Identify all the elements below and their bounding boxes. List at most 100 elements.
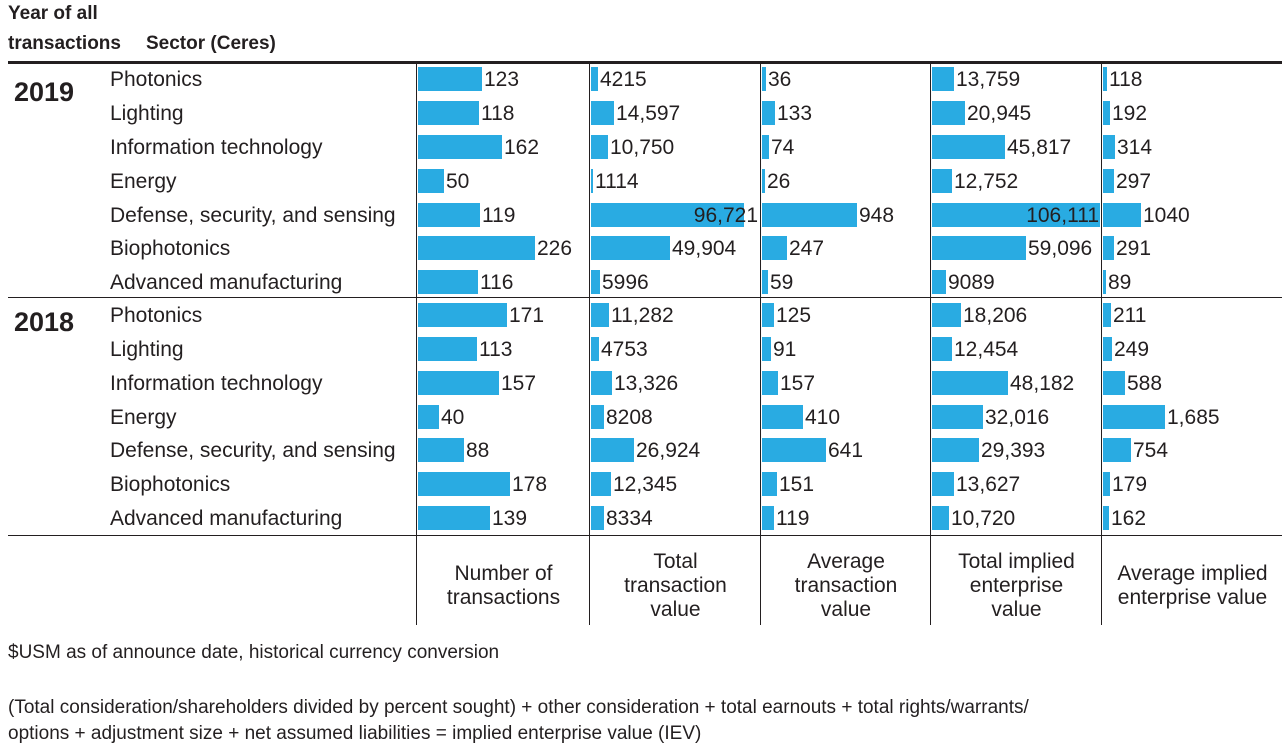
bar-2019-c3-r7	[762, 270, 768, 294]
bar-2018-c3-r3	[762, 371, 778, 395]
bar-2019-c4-r2	[932, 101, 965, 125]
sector-label-2018-5: Defense, security, and sensing	[110, 439, 396, 462]
sector-label-2018-2: Lighting	[110, 338, 184, 361]
bar-2018-c5-r2	[1103, 337, 1112, 361]
bar-2018-c4-r2	[932, 337, 952, 361]
sector-label-2019-2: Lighting	[110, 102, 184, 125]
value-label-2019-c5-r6: 291	[1116, 237, 1152, 260]
bar-2019-c2-r3	[591, 135, 608, 159]
bar-2019-c4-r1	[932, 67, 954, 91]
column-header-3: Average transaction value	[762, 550, 930, 622]
sector-label-2019-7: Advanced manufacturing	[110, 271, 343, 294]
bar-2018-c4-r5	[932, 438, 979, 462]
bar-2019-c5-r7	[1103, 270, 1106, 294]
value-label-2019-c2-r4: 1114	[595, 170, 639, 193]
bar-2019-c5-r2	[1103, 101, 1110, 125]
value-label-2018-c2-r6: 12,345	[613, 473, 678, 496]
column-header-text-5: Average implied enterprise value	[1117, 562, 1268, 609]
column-header-5: Average implied enterprise value	[1103, 550, 1282, 622]
bar-2018-c3-r4	[762, 405, 803, 429]
bar-2018-c3-r1	[762, 303, 774, 327]
value-label-2019-c3-r1: 36	[768, 68, 792, 91]
value-label-2019-c4-r1: 13,759	[956, 68, 1021, 91]
value-label-2018-c2-r3: 13,326	[614, 372, 679, 395]
value-label-2019-c3-r2: 133	[777, 102, 813, 125]
sector-label-2018-4: Energy	[110, 406, 177, 429]
value-label-2019-c3-r7: 59	[770, 271, 794, 294]
bar-2019-c2-r1	[591, 67, 598, 91]
bar-2019-c4-r6	[932, 236, 1026, 260]
value-label-2018-c3-r1: 125	[776, 304, 812, 327]
table-bottom-rule	[8, 535, 1282, 536]
value-label-2018-c2-r2: 4753	[601, 338, 648, 361]
bar-2018-c2-r7	[591, 506, 604, 530]
bar-2019-c1-r5	[418, 203, 480, 227]
header-year-line2: transactions	[8, 33, 121, 54]
bar-2018-c5-r3	[1103, 371, 1125, 395]
value-label-2019-c4-r7: 9089	[948, 271, 995, 294]
bar-2018-c3-r7	[762, 506, 774, 530]
value-label-2018-c1-r3: 157	[501, 372, 537, 395]
bar-2019-c1-r1	[418, 67, 482, 91]
bar-2019-c1-r2	[418, 101, 479, 125]
value-label-2018-c1-r1: 171	[509, 304, 545, 327]
bar-2018-c3-r5	[762, 438, 826, 462]
bar-2019-c5-r1	[1103, 67, 1107, 91]
value-label-2018-c1-r5: 88	[466, 439, 490, 462]
bar-2019-c2-r6	[591, 236, 670, 260]
value-label-2019-c2-r1: 4215	[600, 68, 647, 91]
value-label-2019-c5-r7: 89	[1108, 271, 1132, 294]
column-divider-5	[1101, 64, 1102, 625]
value-label-2019-c1-r7: 116	[480, 271, 514, 294]
sector-label-2018-3: Information technology	[110, 372, 323, 395]
bar-2019-c3-r6	[762, 236, 787, 260]
value-label-2019-c4-r6: 59,096	[1028, 237, 1093, 260]
bar-2019-c5-r5	[1103, 203, 1141, 227]
value-label-2018-c3-r3: 157	[780, 372, 816, 395]
value-label-2018-c4-r6: 13,627	[956, 473, 1021, 496]
value-label-2018-c5-r5: 754	[1133, 439, 1169, 462]
value-label-2018-c1-r7: 139	[492, 507, 528, 530]
column-header-4: Total implied enterprise value	[932, 550, 1101, 622]
bar-2018-c4-r7	[932, 506, 949, 530]
value-label-2019-c2-r7: 5996	[602, 271, 649, 294]
value-label-2019-c5-r1: 118	[1109, 68, 1143, 91]
bar-2019-c3-r2	[762, 101, 775, 125]
value-label-2019-c3-r6: 247	[789, 237, 825, 260]
bar-2019-c3-r4	[762, 169, 765, 193]
value-label-2018-c2-r5: 26,924	[636, 439, 701, 462]
value-label-2019-c5-r2: 192	[1112, 102, 1148, 125]
value-label-2018-c4-r1: 18,206	[963, 304, 1028, 327]
value-label-2018-c2-r7: 8334	[606, 507, 653, 530]
bar-2018-c4-r4	[932, 405, 983, 429]
value-label-2019-c4-r5: 106,111	[1026, 204, 1099, 227]
value-label-2019-c1-r1: 123	[484, 68, 520, 91]
value-label-2019-c5-r5: 1040	[1143, 204, 1190, 227]
value-label-2018-c4-r7: 10,720	[951, 507, 1016, 530]
bar-2018-c1-r2	[418, 337, 477, 361]
value-label-2019-c4-r3: 45,817	[1007, 136, 1072, 159]
value-label-2019-c4-r4: 12,752	[954, 170, 1019, 193]
value-label-2018-c4-r4: 32,016	[985, 406, 1050, 429]
value-label-2018-c2-r4: 8208	[606, 406, 653, 429]
column-divider-4	[930, 64, 931, 625]
value-label-2019-c3-r4: 26	[767, 170, 791, 193]
value-label-2018-c4-r2: 12,454	[954, 338, 1019, 361]
value-label-2018-c5-r1: 211	[1113, 304, 1147, 327]
currency-note: $USM as of announce date, historical cur…	[8, 642, 500, 663]
bar-2019-c4-r7	[932, 270, 946, 294]
column-header-text-2: Total transaction value	[624, 550, 727, 621]
value-label-2018-c3-r6: 151	[779, 473, 815, 496]
bar-2018-c1-r7	[418, 506, 490, 530]
bar-2018-c3-r6	[762, 472, 777, 496]
year-label-2019: 2019	[14, 77, 75, 107]
formula-note-line2: options + adjustment size + net assumed …	[8, 723, 702, 744]
bar-2018-c3-r2	[762, 337, 771, 361]
value-label-2018-c3-r2: 91	[773, 338, 797, 361]
column-divider-1	[416, 64, 417, 625]
value-label-2018-c5-r6: 179	[1112, 473, 1148, 496]
bar-2018-c1-r1	[418, 303, 507, 327]
value-label-2019-c1-r4: 50	[446, 170, 470, 193]
bar-2019-c5-r6	[1103, 236, 1114, 260]
bar-2019-c2-r4	[591, 169, 593, 193]
